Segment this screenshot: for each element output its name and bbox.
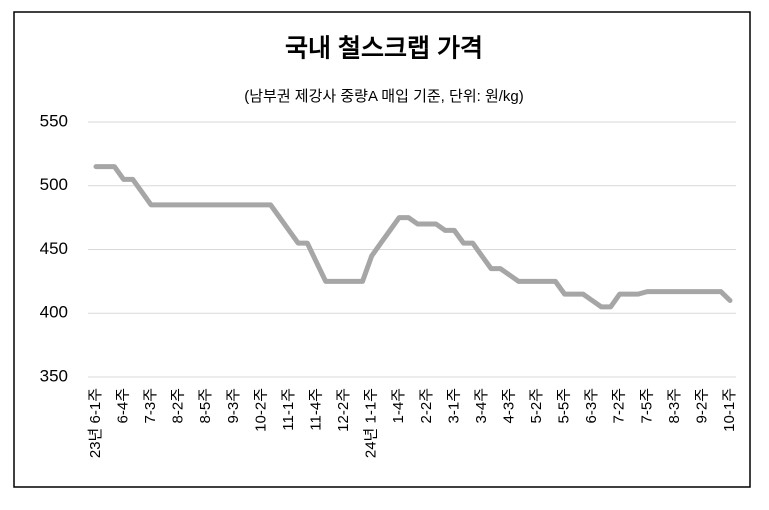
y-tick-label: 450: [40, 239, 68, 258]
y-tick-label: 550: [40, 111, 68, 130]
x-tick-label: 8-5주: [197, 388, 214, 423]
x-tick-label: 6-3주: [583, 388, 600, 423]
x-tick-label: 5-2주: [528, 388, 545, 423]
x-tick-label: 2-2주: [418, 388, 435, 423]
x-tick-label: 10-1주: [721, 388, 738, 432]
chart-title: 국내 철스크랩 가격: [285, 35, 483, 63]
x-tick-label: 5-5주: [556, 388, 573, 423]
x-tick-label: 3-1주: [445, 388, 462, 423]
x-tick-label: 1-4주: [390, 388, 407, 423]
x-tick-label: 11-1주: [280, 388, 297, 431]
x-tick-label: 11-4주: [307, 388, 324, 431]
x-tick-label: 9-3주: [225, 388, 242, 423]
x-tick-label: 7-3주: [142, 388, 159, 423]
x-tick-label: 8-2주: [170, 388, 187, 423]
line: [93, 164, 733, 310]
x-tick-label: 10-2주: [252, 388, 269, 432]
x-tick-label: 12-2주: [335, 388, 352, 432]
y-tick-label: 400: [40, 303, 68, 322]
x-tick-label: 3-4주: [473, 388, 490, 423]
x-tick-label: 4-3주: [500, 388, 517, 423]
x-tick-label: 8-3주: [666, 388, 683, 423]
x-tick-label: 7-5주: [638, 388, 655, 423]
x-tick-label: 23년 6-1주: [87, 388, 104, 458]
x-tick-label: 9-2주: [693, 388, 710, 423]
y-tick-label: 350: [40, 366, 68, 385]
x-tick-label: 24년 1-1주: [363, 388, 380, 458]
x-tick-label: 7-2주: [611, 388, 628, 423]
x-tick-label: 6-4주: [115, 388, 132, 423]
y-tick-label: 500: [40, 175, 68, 194]
chart-subtitle: (남부권 제강사 중량A 매입 기준, 단위: 원/kg): [244, 88, 524, 105]
